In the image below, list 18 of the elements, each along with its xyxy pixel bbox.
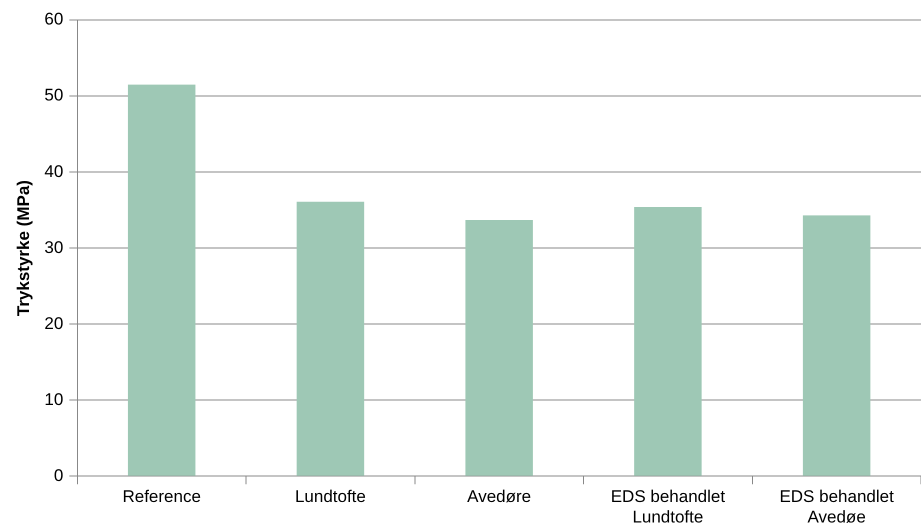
y-tick-label: 40: [44, 162, 64, 181]
y-tick-label: 30: [44, 238, 64, 257]
y-axis-title: Trykstyrke (MPa): [14, 180, 33, 316]
y-tick-label: 60: [44, 10, 64, 29]
x-tick-label: Reference: [122, 487, 201, 506]
y-tick-label: 0: [54, 466, 64, 485]
bar: [296, 202, 364, 476]
x-tick-label: Avedøre: [467, 487, 532, 506]
bar: [802, 215, 870, 476]
y-tick-label: 50: [44, 86, 64, 105]
x-tick-label: Lundtofte: [294, 487, 366, 506]
bar: [465, 220, 533, 476]
bar: [634, 207, 702, 476]
x-tick-label: EDS behandlet Avedøe: [779, 487, 894, 526]
y-tick-label: 10: [44, 390, 64, 409]
x-tick-label: EDS behandlet Lundtofte: [610, 487, 726, 526]
y-tick-label: 20: [44, 314, 64, 333]
bar: [128, 84, 196, 476]
